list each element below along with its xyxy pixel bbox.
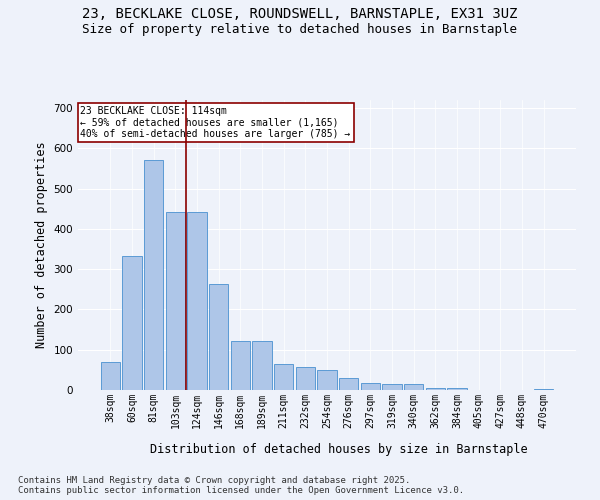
Bar xyxy=(166,212,185,390)
Bar xyxy=(425,388,445,390)
Bar xyxy=(209,284,229,390)
Bar xyxy=(339,378,358,390)
Text: 23, BECKLAKE CLOSE, ROUNDSWELL, BARNSTAPLE, EX31 3UZ: 23, BECKLAKE CLOSE, ROUNDSWELL, BARNSTAP… xyxy=(82,8,518,22)
Bar xyxy=(187,212,207,390)
Bar xyxy=(122,256,142,390)
Text: 23 BECKLAKE CLOSE: 114sqm
← 59% of detached houses are smaller (1,165)
40% of se: 23 BECKLAKE CLOSE: 114sqm ← 59% of detac… xyxy=(80,106,351,139)
Bar xyxy=(144,160,163,390)
Bar xyxy=(252,341,272,390)
Bar xyxy=(447,388,467,390)
Bar xyxy=(230,341,250,390)
Bar xyxy=(317,370,337,390)
Bar xyxy=(274,364,293,390)
Bar xyxy=(296,367,315,390)
Bar xyxy=(382,384,402,390)
Y-axis label: Number of detached properties: Number of detached properties xyxy=(35,142,48,348)
Bar xyxy=(534,389,553,390)
Text: Size of property relative to detached houses in Barnstaple: Size of property relative to detached ho… xyxy=(83,22,517,36)
Bar xyxy=(101,362,120,390)
Text: Contains HM Land Registry data © Crown copyright and database right 2025.
Contai: Contains HM Land Registry data © Crown c… xyxy=(18,476,464,495)
Text: Distribution of detached houses by size in Barnstaple: Distribution of detached houses by size … xyxy=(150,442,528,456)
Bar xyxy=(404,384,424,390)
Bar xyxy=(361,383,380,390)
